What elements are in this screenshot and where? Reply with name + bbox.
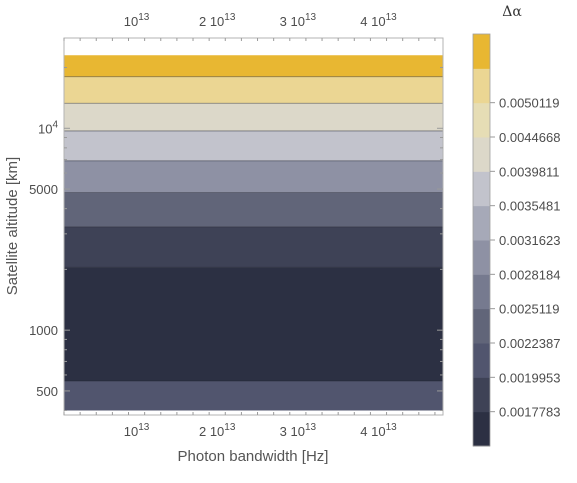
contour-band-1 [64, 267, 443, 382]
colorbar-segment-2 [473, 343, 490, 378]
contour-band-8 [64, 55, 443, 77]
colorbar-segment-5 [473, 240, 490, 275]
colorbar-label-5: 0.0031623 [499, 233, 560, 248]
contour-bands [64, 55, 443, 411]
y-tick-label-2: 5000 [29, 182, 58, 197]
x-tick-label-bottom-1: 2 1013 [199, 422, 236, 439]
colorbar-segment-6 [473, 205, 490, 241]
y-tick-label-3: 104 [38, 119, 58, 136]
contour-band-3 [64, 192, 443, 227]
y-axis-title: Satellite altitude [km] [4, 157, 21, 295]
colorbar-label-0: 0.0017783 [499, 405, 560, 420]
colorbar-label-2: 0.0022387 [499, 336, 560, 351]
y-tick-label-1: 1000 [29, 323, 58, 338]
contour-band-2 [64, 226, 443, 268]
colorbar-label-3: 0.0025119 [499, 302, 560, 317]
colorbar-segment-7 [473, 171, 490, 207]
x-tick-label-bottom-3: 4 1013 [360, 422, 397, 439]
x-tick-label-top-2: 3 1013 [280, 12, 317, 29]
colorbar-label-8: 0.0044668 [499, 130, 560, 145]
colorbar: 0.0017783 0.0019953 0.0022387 0.0025119 0.00… [472, 33, 560, 447]
x-tick-label-bottom-0: 1013 [124, 422, 150, 439]
colorbar-label-6: 0.0035481 [499, 199, 560, 214]
colorbar-label-1: 0.0019953 [499, 370, 560, 385]
contour-band-7 [64, 76, 443, 104]
colorbar-label-9: 0.0050119 [499, 96, 560, 111]
x-tick-label-top-0: 1013 [124, 12, 150, 29]
colorbar-label-7: 0.0039811 [499, 164, 560, 179]
x-axis-ticks: 1013 1013 2 1013 2 1013 3 1013 3 1013 4 1013 4 … [63, 12, 436, 439]
colorbar-segment-9 [473, 102, 490, 138]
contour-band-6 [64, 103, 443, 131]
x-tick-label-top-3: 4 1013 [360, 12, 397, 29]
x-tick-label-top-1: 2 1013 [199, 12, 236, 29]
colorbar-segment-3 [473, 308, 490, 344]
contour-lines [64, 76, 443, 382]
colorbar-segment-11 [473, 34, 490, 69]
colorbar-segment-10 [473, 68, 490, 104]
colorbar-segment-8 [473, 137, 490, 172]
plot-frame [63, 37, 444, 416]
colorbar-segment-0 [473, 411, 490, 447]
contour-band-5 [64, 130, 443, 161]
colorbar-segment-1 [473, 377, 490, 413]
y-axis-ticks: 500 1000 5000 104 [29, 67, 443, 412]
contour-band-0 [64, 381, 443, 411]
colorbar-segment-4 [473, 274, 490, 310]
contour-band-4 [64, 160, 443, 193]
colorbar-label-4: 0.0028184 [499, 267, 560, 282]
x-axis-title: Photon bandwidth [Hz] [178, 448, 329, 465]
colorbar-title: Δα [502, 4, 522, 20]
y-tick-label-0: 500 [36, 384, 58, 399]
x-tick-label-bottom-2: 3 1013 [280, 422, 317, 439]
